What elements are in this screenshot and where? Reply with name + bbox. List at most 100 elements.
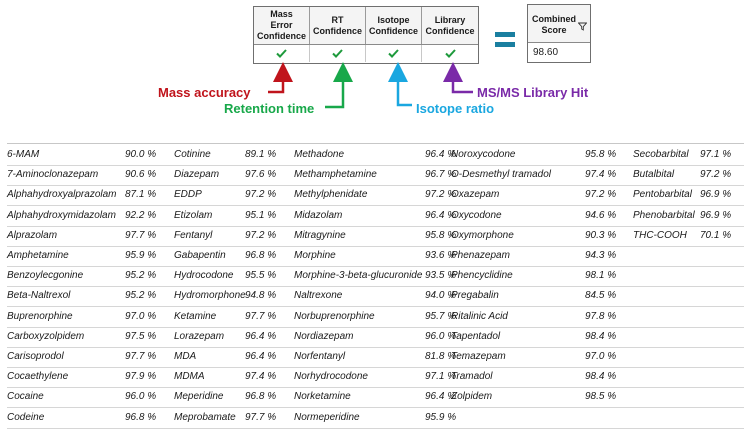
compound-name: Oxycodone bbox=[451, 209, 502, 221]
compound-name: Fentanyl bbox=[174, 229, 213, 241]
compound-name: Phencyclidine bbox=[451, 270, 513, 282]
table-row[interactable]: 6-MAM 90.0 % Cotinine 89.1 % Methadone 96.4 %… bbox=[7, 145, 744, 166]
compound-name: Norhydrocodone bbox=[294, 371, 368, 383]
compound-score: 95.9 % bbox=[125, 250, 157, 261]
compound-name: Norketamine bbox=[294, 391, 351, 403]
compound-score: 96.4 % bbox=[245, 330, 277, 342]
compound-name: Cocaethylene bbox=[7, 371, 69, 383]
rt-confidence-header[interactable]: RT Confidence bbox=[310, 7, 366, 44]
compound-name: Butalbital bbox=[633, 169, 675, 181]
compound-score: 97.0 % bbox=[125, 310, 157, 322]
compound-score: 96.4 % bbox=[245, 351, 277, 362]
compound-name: 6-MAM bbox=[7, 149, 40, 160]
compound-name: Alprazolam bbox=[7, 229, 58, 241]
compound-score: 95.1 % bbox=[245, 209, 277, 221]
compound-name: Cotinine bbox=[174, 149, 211, 160]
compound-score: 97.2 % bbox=[245, 229, 277, 241]
compound-score: 96.4 % bbox=[425, 209, 457, 221]
compound-score: 97.4 % bbox=[245, 371, 277, 383]
table-row[interactable]: 7-Aminoclonazepam 90.6 % Diazepam 97.6 % Met… bbox=[7, 165, 744, 187]
table-row[interactable]: Cocaine 96.0 % Meperidine 96.8 % Norketamine… bbox=[7, 387, 744, 409]
compound-name: Buprenorphine bbox=[7, 310, 73, 322]
retention-time-arrow bbox=[325, 62, 353, 109]
compound-score: 95.2 % bbox=[125, 290, 157, 302]
compound-score: 97.7 % bbox=[245, 310, 277, 322]
compound-score: 98.5 % bbox=[585, 391, 617, 403]
isotope-confidence-header[interactable]: Isotope Confidence bbox=[366, 7, 422, 44]
compound-name: THC-COOH bbox=[633, 229, 687, 241]
compound-name: Norbuprenorphine bbox=[294, 310, 375, 322]
equals-sign bbox=[495, 42, 515, 47]
compound-name: Nordiazepam bbox=[294, 330, 354, 342]
combined-score-column: Combined Score 98.60 bbox=[527, 4, 591, 63]
compound-name: Carisoprodol bbox=[7, 351, 64, 362]
compound-score: 94.6 % bbox=[585, 209, 617, 221]
table-row[interactable]: Beta-Naltrexol 95.2 % Hydromorphone 94.8 % N… bbox=[7, 286, 744, 308]
compound-name: Oxazepam bbox=[451, 189, 500, 201]
compound-name: EDDP bbox=[174, 189, 202, 201]
compound-score: 95.7 % bbox=[425, 310, 457, 322]
table-row[interactable]: Codeine 96.8 % Meprobamate 97.7 % Normeperid… bbox=[7, 408, 744, 429]
retention-time-label: Retention time bbox=[224, 101, 315, 116]
compound-score: 90.6 % bbox=[125, 169, 157, 181]
compound-score: 96.8 % bbox=[245, 250, 277, 261]
table-row[interactable]: Amphetamine 95.9 % Gabapentin 96.8 % Morphin… bbox=[7, 246, 744, 267]
compound-score: 90.3 % bbox=[585, 229, 617, 241]
compound-name: Norfentanyl bbox=[294, 351, 346, 362]
compound-score: 97.2 % bbox=[245, 189, 277, 201]
table-row[interactable]: Alphahydroxymidazolam 92.2 % Etizolam 95.1 … bbox=[7, 206, 744, 227]
confidence-header-row bbox=[254, 7, 478, 45]
library-hit-label: MS/MS Library Hit bbox=[477, 85, 589, 100]
compound-score: 95.2 % bbox=[125, 270, 157, 282]
filter-icon[interactable] bbox=[577, 18, 588, 36]
compound-score: 90.0 % bbox=[125, 149, 157, 160]
compound-name: Temazepam bbox=[451, 351, 506, 362]
library-confidence-header[interactable]: Library Confidence bbox=[425, 14, 475, 36]
compound-score: 96.8 % bbox=[125, 411, 157, 423]
table-row[interactable]: Carboxyzolpidem 97.5 % Lorazepam 96.4 % Nord… bbox=[7, 327, 744, 348]
compound-score: 95.8 % bbox=[585, 149, 617, 160]
compound-score: 98.4 % bbox=[585, 330, 617, 342]
table-row[interactable]: Buprenorphine 97.0 % Ketamine 97.7 % Norbupr… bbox=[7, 307, 744, 328]
compound-name: Cocaine bbox=[7, 391, 44, 403]
check-icon bbox=[366, 45, 422, 62]
compound-score: 94.8 % bbox=[245, 290, 277, 302]
compound-name: Codeine bbox=[7, 411, 45, 423]
compound-name: Tapentadol bbox=[451, 330, 501, 342]
compound-name: 7-Aminoclonazepam bbox=[7, 169, 99, 181]
compound-score: 96.9 % bbox=[700, 209, 732, 221]
compound-score: 96.9 % bbox=[700, 189, 732, 201]
compound-name: Naltrexone bbox=[294, 290, 343, 302]
compound-name: Meperidine bbox=[174, 391, 224, 403]
compound-score: 93.6 % bbox=[425, 250, 457, 261]
compound-score: 97.7 % bbox=[125, 229, 157, 241]
compound-name: Midazolam bbox=[294, 209, 343, 221]
library-hit-arrow bbox=[443, 62, 473, 94]
compound-name: Morphine-3-beta-glucuronide bbox=[294, 270, 423, 282]
table-row[interactable]: Alprazolam 97.7 % Fentanyl 97.2 % Mitragynin… bbox=[7, 226, 744, 247]
compound-name: Morphine bbox=[294, 250, 336, 261]
compound-score: 70.1 % bbox=[700, 229, 732, 241]
compound-name: Diazepam bbox=[174, 169, 220, 181]
compound-score: 97.0 % bbox=[585, 351, 617, 362]
compound-name: MDMA bbox=[174, 371, 205, 383]
table-row[interactable]: Alphahydroxyalprazolam 87.1 % EDDP 97.2 % Me… bbox=[7, 185, 744, 207]
compound-score: 97.1 % bbox=[425, 371, 457, 383]
isotope-ratio-arrow bbox=[388, 62, 412, 107]
compound-name: Phenazepam bbox=[451, 250, 510, 261]
compound-score: 95.9 % bbox=[425, 411, 457, 423]
check-icon bbox=[310, 45, 366, 62]
compound-name: Alphahydroxyalprazolam bbox=[7, 189, 117, 201]
table-row[interactable]: Carisoprodol 97.7 % MDA 96.4 % Norfentanyl 81… bbox=[7, 347, 744, 368]
mass-accuracy-arrow bbox=[268, 62, 293, 94]
compound-score: 97.9 % bbox=[125, 371, 157, 383]
compound-name: Mitragynine bbox=[294, 229, 346, 241]
compound-name: Tramadol bbox=[451, 371, 493, 383]
compound-name: Methadone bbox=[294, 149, 345, 160]
mass-error-confidence-header[interactable]: Mass Error Confidence bbox=[254, 7, 310, 44]
table-row[interactable]: Cocaethylene 97.9 % MDMA 97.4 % Norhydrocodo… bbox=[7, 367, 744, 389]
compound-score: 96.4 % bbox=[425, 391, 457, 403]
compound-score: 97.7 % bbox=[125, 351, 157, 362]
table-row[interactable]: Benzoylecgonine 95.2 % Hydrocodone 95.5 % Mo… bbox=[7, 266, 744, 288]
compound-name: Methylphenidate bbox=[294, 189, 368, 201]
